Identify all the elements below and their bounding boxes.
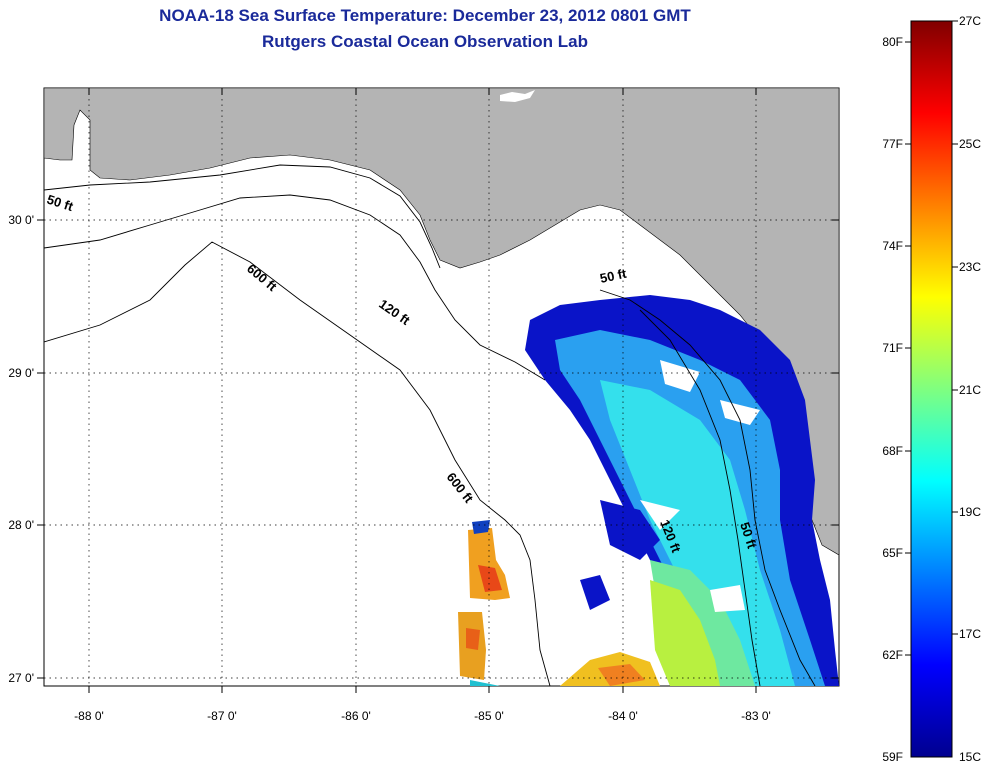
colorbar-f-label: 80F [882, 35, 903, 49]
lat-label: 30 0' [8, 213, 34, 227]
colorbar-c-label: 27C [959, 14, 981, 28]
colorbar-f-label: 62F [882, 648, 903, 662]
colorbar-c-label: 15C [959, 750, 981, 764]
colorbar-c-label: 23C [959, 260, 981, 274]
colorbar-f-label: 71F [882, 341, 903, 355]
colorbar-f-label: 74F [882, 239, 903, 253]
lon-label: -83 0' [741, 709, 771, 723]
sst-data-layer [458, 295, 839, 686]
colorbar-f-label: 68F [882, 444, 903, 458]
lon-label: -86 0' [341, 709, 371, 723]
lat-label: 27 0' [8, 671, 34, 685]
lon-label: -84 0' [608, 709, 638, 723]
colorbar-c-label: 17C [959, 627, 981, 641]
colorbar-f-label: 59F [882, 750, 903, 764]
colorbar-c-label: 21C [959, 383, 981, 397]
lon-label: -88 0' [74, 709, 104, 723]
lon-label: -87 0' [207, 709, 237, 723]
contour-label-50ft-bigbend: 50 ft [599, 266, 629, 286]
lat-label: 29 0' [8, 366, 34, 380]
lon-label: -85 0' [474, 709, 504, 723]
graticule [44, 88, 839, 686]
colorbar-ticks [905, 20, 958, 656]
colorbar-c-label: 25C [959, 137, 981, 151]
map-title: NOAA-18 Sea Surface Temperature: Decembe… [159, 6, 691, 25]
depth-contours [44, 164, 816, 686]
colorbar-f-label: 77F [882, 137, 903, 151]
lat-label: 28 0' [8, 518, 34, 532]
temperature-colorbar [910, 20, 953, 758]
map-subtitle: Rutgers Coastal Ocean Observation Lab [262, 32, 588, 51]
axis-ticks [37, 88, 839, 693]
colorbar-f-label: 65F [882, 546, 903, 560]
colorbar-c-label: 19C [959, 505, 981, 519]
